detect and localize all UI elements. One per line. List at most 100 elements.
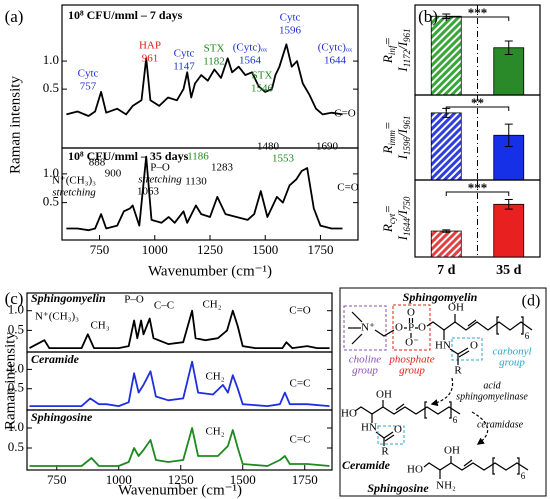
molecule-name: Ceramide: [342, 458, 391, 472]
atom: OH: [444, 445, 460, 457]
annotation: CH₂: [205, 371, 224, 383]
significance-bracket: [445, 16, 510, 21]
y-axis-label-part: =: [380, 37, 395, 46]
atom: NH₂: [436, 480, 456, 492]
atom: O: [395, 322, 403, 334]
x-tick-label: 7 d: [437, 263, 456, 278]
y-tick-label: 1.0: [8, 419, 24, 434]
atom: R: [454, 365, 462, 377]
annotation: 1147: [173, 61, 195, 73]
y-axis-label-part: R: [380, 224, 395, 233]
y-axis-label: Raman intensity: [2, 332, 18, 430]
x-tick-label: 1500: [230, 472, 256, 487]
bar: [493, 47, 525, 96]
annotation: 1553: [272, 153, 295, 165]
y-axis-label-part: I: [395, 67, 410, 73]
y-tick-label: 1.0: [8, 302, 24, 317]
y-axis-label-part: 961: [402, 116, 412, 130]
annotation: 1283: [211, 162, 234, 174]
annotation: C=O: [334, 108, 356, 120]
annotation: Cytc: [174, 48, 195, 60]
y-tick-label: 1.0: [43, 165, 59, 180]
significance: **: [471, 95, 484, 110]
annotation: N⁺(CH₃)₃: [52, 175, 96, 187]
bonds: [423, 456, 529, 479]
y-axis-label-part: R: [380, 55, 395, 64]
annotation: CH₂: [205, 426, 224, 438]
annotation: 1063: [137, 186, 160, 198]
bonds: [354, 400, 461, 446]
significance: ***: [468, 5, 488, 20]
phosphate-box: [392, 304, 431, 351]
spectrum: [29, 427, 330, 467]
y-axis-label-part: inf: [387, 44, 397, 55]
molecule-name: Sphingomyelin: [403, 290, 478, 304]
subplot-title: 10⁸ CFU/mml – 35 days: [68, 149, 189, 163]
error-bar: [504, 123, 513, 147]
annotation: 1564: [239, 55, 262, 67]
bar: [430, 15, 462, 96]
spectrum: [29, 360, 330, 407]
annotation: STX: [204, 43, 225, 55]
annotation: (Cytc)ₒₓ: [233, 42, 268, 54]
y-axis-label-part: 1644: [402, 218, 412, 237]
atom: 6: [525, 331, 530, 341]
enzyme-label: sphingomyelinase: [456, 391, 528, 402]
plot-frame: [26, 409, 333, 471]
y-axis-label-part: =: [380, 121, 395, 130]
x-axis-label: Wavenumber (cm⁻¹): [148, 263, 272, 279]
annotation: C=O: [337, 182, 359, 194]
y-axis-label: I1596/I961: [395, 116, 412, 161]
reaction-arrow: [471, 411, 489, 445]
annotation: 1690: [316, 141, 339, 153]
y-axis-label-part: R: [380, 146, 395, 155]
atom: HO: [407, 464, 423, 476]
spectrum: [66, 155, 343, 232]
x-tick-label: 1500: [252, 242, 278, 257]
molecule-name: Sphingosine: [367, 481, 429, 495]
annotation: 1480: [257, 141, 280, 153]
y-axis-label-part: /I: [395, 209, 410, 219]
error-bar: [442, 229, 451, 233]
atom: P: [408, 322, 414, 334]
y-axis-label-part: cyt: [387, 213, 397, 224]
panel-label: (c): [5, 289, 24, 308]
annotation: CH₂: [202, 299, 221, 311]
y-axis-label-part: /I: [395, 128, 410, 138]
y-tick-label: 0.5: [8, 321, 24, 336]
error-bar: [504, 198, 513, 210]
annotation: 1546: [251, 83, 274, 95]
x-tick-label: 1000: [142, 242, 168, 257]
atom: HN: [435, 340, 451, 352]
annotation: HAP: [139, 40, 161, 52]
carbonyl-box: [451, 337, 483, 361]
x-tick-label: 750: [90, 242, 110, 257]
atom: O: [407, 307, 415, 319]
annotation: stretching: [52, 187, 96, 199]
atom: OH: [448, 302, 464, 314]
y-axis-label: Rimm=: [380, 121, 397, 154]
atom: O: [470, 340, 478, 352]
y-tick-label: 0.5: [43, 194, 59, 209]
group-label: phosphate: [388, 354, 434, 366]
annotation: 1644: [324, 55, 347, 67]
annotation: C=C: [290, 434, 311, 446]
subplot-title: 10⁸ CFU/mml – 7 days: [68, 8, 183, 22]
annotation: 888: [89, 157, 106, 169]
annotation: stretching: [138, 174, 182, 186]
significance-bracket: [445, 191, 510, 196]
annotation: 757: [80, 81, 97, 93]
annotation: CH₃: [90, 320, 109, 332]
y-axis-label-part: 750: [402, 196, 412, 210]
annotation: N⁺(CH₃)₃: [35, 311, 79, 323]
diagram: (d) Sphingomyelin N⁺ O P O O O⁻ OH HN O: [339, 287, 547, 497]
annotation: C=O: [289, 305, 311, 317]
carbonyl-box: [377, 425, 405, 445]
atom: O⁻: [405, 337, 419, 349]
subplot-title: Sphingosine: [31, 410, 93, 424]
x-tick-label: 35 d: [496, 263, 522, 278]
bar: [430, 112, 462, 181]
x-tick-label: 1250: [197, 242, 223, 257]
panel-label: (b): [418, 7, 438, 26]
